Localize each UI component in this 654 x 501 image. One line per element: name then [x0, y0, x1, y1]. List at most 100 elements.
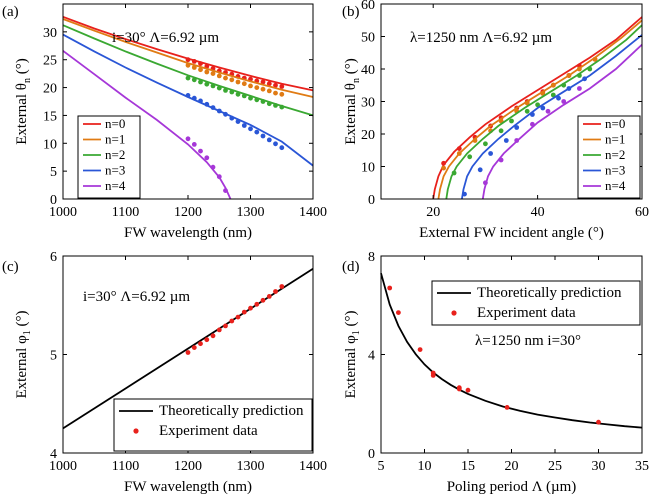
- legend: Theoretically prediction Experiment data: [113, 398, 313, 452]
- legend-label: n=2: [605, 147, 625, 162]
- data-point: [241, 81, 247, 87]
- data-point: [204, 337, 210, 343]
- data-point: [266, 137, 272, 143]
- legend-box: [113, 398, 313, 452]
- data-point: [223, 323, 228, 329]
- x-tick-label: 40: [531, 205, 545, 220]
- x-tick-label: 35: [635, 459, 649, 474]
- data-point: [198, 98, 203, 104]
- series-line-4: [62, 50, 232, 200]
- data-point: [260, 297, 266, 303]
- y-tick-label: 10: [43, 137, 57, 152]
- data-point: [216, 327, 222, 333]
- data-point: [387, 285, 393, 291]
- panel-a: 1000 1100 1200 1300 1400 0 5 10 15 20 25 30 FW wavel…: [2, 3, 327, 241]
- data-point: [229, 318, 235, 324]
- data-point: [185, 75, 191, 81]
- data-point: [503, 138, 509, 143]
- data-point: [524, 108, 530, 114]
- data-point: [266, 294, 272, 299]
- legend-box: [77, 115, 141, 199]
- data-point: [514, 125, 520, 130]
- data-point: [477, 167, 483, 173]
- panel-b: 20 40 60 0 10 20 30 40 50 60 External FW incident …: [342, 0, 649, 241]
- data-point: [535, 102, 540, 108]
- data-point: [266, 88, 272, 94]
- data-point: [577, 73, 582, 78]
- x-tick-label: 1400: [299, 205, 327, 220]
- x-tick-label: 1300: [237, 459, 265, 474]
- x-tick-label: 15: [461, 459, 475, 474]
- legend-box: [577, 115, 641, 199]
- data-point: [279, 91, 285, 97]
- x-tick-label: 1300: [237, 205, 265, 220]
- data-point: [577, 86, 582, 91]
- data-point: [279, 145, 285, 151]
- data-point: [456, 151, 462, 156]
- data-point: [279, 284, 285, 289]
- x-tick-label: 10: [418, 459, 432, 474]
- data-point: [514, 138, 520, 143]
- data-point: [223, 188, 228, 194]
- data-point: [561, 82, 567, 88]
- x-tick-label: 1200: [174, 459, 202, 474]
- panel-c: 1000 1100 1200 1300 1400 4 5 6 FW wavelength (nm…: [2, 250, 327, 495]
- legend-label: Theoretically prediction: [477, 285, 622, 301]
- data-point: [185, 350, 191, 355]
- legend-label: n=0: [105, 116, 125, 131]
- data-point: [266, 81, 272, 87]
- data-point: [235, 79, 241, 85]
- annotation: i=30° Λ=6.92 µm: [112, 30, 219, 46]
- x-tick-label: 1100: [112, 459, 139, 474]
- y-axis-label: External φ1 (°): [343, 311, 362, 399]
- y-tick-label: 0: [50, 193, 57, 208]
- data-point: [273, 103, 278, 108]
- panel-label: (d): [342, 259, 360, 275]
- data-point: [545, 108, 551, 114]
- data-point: [498, 128, 504, 134]
- x-axis-label: Poling period Λ (µm): [447, 479, 577, 495]
- y-tick-label: 10: [361, 161, 375, 176]
- y-tick-label: 30: [361, 96, 375, 111]
- data-point: [204, 155, 210, 161]
- legend-swatch-dot: [451, 310, 457, 316]
- panel-d: 5 10 15 20 25 30 35 0 4 8 Poling period Λ (µm) Exte…: [342, 250, 649, 495]
- y-tick-label: 50: [361, 31, 375, 46]
- y-tick-label: 30: [43, 26, 57, 41]
- data-point: [465, 387, 471, 393]
- y-tick-label: 0: [368, 447, 375, 462]
- data-point: [223, 111, 228, 117]
- legend-label: Theoretically prediction: [159, 403, 304, 419]
- data-point: [273, 82, 278, 88]
- data-point: [210, 333, 216, 339]
- data-point: [273, 90, 278, 96]
- data-point: [273, 141, 278, 147]
- panel-label: (c): [2, 259, 19, 275]
- data-point: [241, 123, 247, 128]
- series-line-3: [461, 34, 643, 200]
- y-tick-label: 5: [50, 165, 57, 180]
- data-point: [417, 347, 423, 352]
- data-point: [248, 95, 253, 101]
- legend: Theoretically prediction Experiment data: [431, 280, 641, 326]
- data-point: [216, 85, 222, 91]
- data-point: [566, 73, 572, 78]
- x-axis-label: External FW incident angle (°): [419, 225, 604, 241]
- data-point: [191, 77, 197, 83]
- y-axis-label: External θn (°): [14, 58, 33, 145]
- series-line-2: [445, 24, 643, 200]
- y-axis-label: External φ1 (°): [14, 311, 33, 399]
- legend-box: [431, 280, 641, 326]
- data-point: [441, 165, 446, 171]
- data-point: [504, 405, 510, 410]
- x-tick-label: 30: [592, 459, 606, 474]
- data-point: [191, 59, 197, 64]
- data-point: [216, 174, 222, 180]
- legend-label: n=3: [605, 163, 625, 178]
- x-tick-label: 60: [635, 205, 649, 220]
- data-point: [198, 148, 203, 154]
- data-point: [561, 99, 567, 104]
- legend-label: n=4: [605, 178, 626, 193]
- data-point: [248, 305, 253, 311]
- data-point: [483, 180, 488, 186]
